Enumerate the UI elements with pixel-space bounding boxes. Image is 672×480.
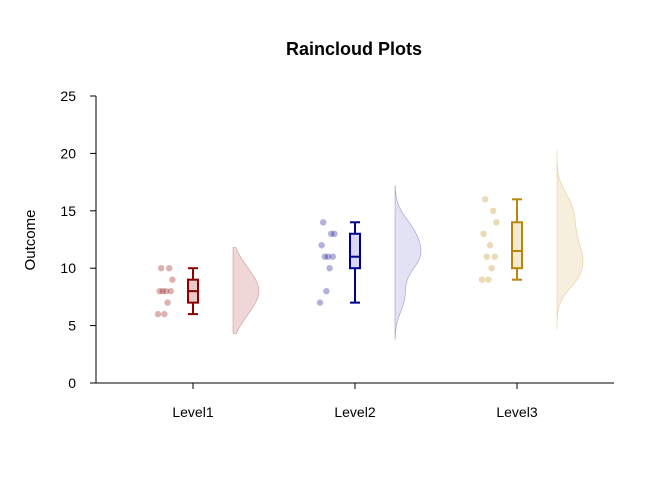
y-axis: 0 5 10 15 20 25 — [60, 88, 97, 391]
rain-point — [491, 253, 498, 260]
rain-point — [320, 219, 327, 226]
rain-point — [154, 310, 162, 318]
rain-point — [488, 265, 495, 272]
rain-point — [321, 253, 328, 260]
rain-point — [485, 276, 492, 283]
rain-point — [486, 242, 494, 249]
rain-points — [154, 196, 500, 318]
y-axis-title: Outcome — [22, 210, 39, 271]
box-level2 — [349, 232, 361, 270]
rain-point — [323, 288, 330, 295]
rain-point — [326, 265, 333, 272]
rain-point — [169, 276, 176, 283]
y-tick-label: 5 — [68, 318, 76, 334]
rain-point — [318, 242, 325, 249]
rain-point — [482, 196, 489, 203]
rain-point — [156, 288, 163, 295]
x-tick-label: Level3 — [496, 404, 537, 420]
rain-point — [331, 230, 338, 237]
boxplots — [187, 198, 523, 316]
rain-point — [158, 265, 165, 272]
rain-point — [324, 253, 332, 260]
rain-point — [329, 253, 336, 260]
y-tick-label: 0 — [68, 375, 76, 391]
density-cloud-level3 — [556, 149, 584, 330]
x-axis: Level1 Level2 Level3 — [96, 382, 614, 420]
x-tick-label: Level2 — [334, 404, 375, 420]
rain-point — [478, 276, 486, 283]
y-tick-label: 20 — [60, 145, 76, 161]
density-cloud-level1 — [232, 247, 260, 334]
x-tick-label: Level1 — [172, 404, 213, 420]
density-cloud-level2 — [394, 185, 422, 340]
density-clouds — [232, 149, 584, 340]
rain-point — [159, 288, 166, 295]
rain-point — [162, 288, 170, 295]
rain-point — [490, 207, 497, 214]
rain-point — [328, 230, 335, 237]
rain-point — [166, 265, 173, 272]
rain-point — [493, 219, 500, 226]
y-tick-label: 25 — [60, 88, 76, 104]
y-tick-label: 10 — [60, 260, 76, 276]
rain-point — [316, 299, 324, 306]
rain-point — [161, 310, 168, 318]
rain-point — [483, 253, 490, 260]
box-level3 — [511, 221, 523, 270]
rain-point — [164, 299, 171, 306]
y-tick-label: 15 — [60, 203, 76, 219]
rain-point — [480, 230, 487, 237]
rain-point — [167, 288, 174, 295]
chart-title: Raincloud Plots — [286, 39, 422, 59]
